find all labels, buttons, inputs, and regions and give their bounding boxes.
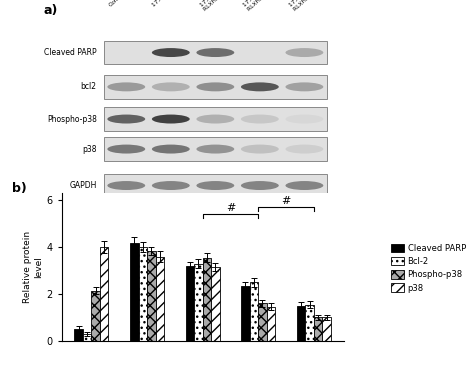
Bar	[138, 247, 147, 341]
Text: 177Lu- EDTMP: 177Lu- EDTMP	[152, 0, 186, 8]
Bar	[202, 258, 211, 341]
Ellipse shape	[241, 115, 279, 124]
Ellipse shape	[107, 144, 145, 154]
FancyBboxPatch shape	[104, 137, 327, 161]
Text: a): a)	[44, 4, 58, 17]
FancyBboxPatch shape	[104, 41, 327, 64]
Bar	[74, 329, 83, 341]
Ellipse shape	[152, 144, 190, 154]
Ellipse shape	[241, 144, 279, 154]
FancyBboxPatch shape	[104, 107, 327, 131]
Text: #: #	[282, 196, 291, 206]
Text: #: #	[226, 203, 235, 213]
Text: Phospho-p38: Phospho-p38	[47, 115, 97, 124]
Text: bcl2: bcl2	[81, 82, 97, 92]
Bar	[297, 306, 305, 341]
Text: 177 Lu- EDTMP +
RLXH2 (40 nM): 177 Lu- EDTMP + RLXH2 (40 nM)	[288, 0, 334, 12]
Bar	[83, 334, 91, 341]
Bar	[241, 286, 250, 341]
Ellipse shape	[285, 144, 323, 154]
Bar	[91, 291, 100, 341]
Bar	[211, 267, 219, 341]
FancyBboxPatch shape	[104, 75, 327, 99]
Ellipse shape	[196, 144, 234, 154]
Ellipse shape	[285, 48, 323, 57]
Text: b): b)	[12, 182, 27, 195]
Bar	[314, 318, 322, 341]
Ellipse shape	[107, 115, 145, 124]
Bar	[186, 266, 194, 341]
Bar	[305, 304, 314, 341]
Text: GAPDH: GAPDH	[69, 181, 97, 190]
Ellipse shape	[196, 48, 234, 57]
Bar	[147, 251, 155, 341]
Y-axis label: Relative protein
level: Relative protein level	[24, 231, 44, 303]
Bar	[258, 303, 267, 341]
Text: 177 Lu- EDTMP +
RLXH2 (30 nM): 177 Lu- EDTMP + RLXH2 (30 nM)	[243, 0, 288, 12]
Bar	[250, 282, 258, 341]
Ellipse shape	[196, 115, 234, 124]
Ellipse shape	[152, 48, 190, 57]
Ellipse shape	[152, 115, 190, 124]
Ellipse shape	[107, 82, 145, 92]
Bar	[267, 307, 275, 341]
Text: 177 Lu- EDTMP +
RLXH2 (20 nM): 177 Lu- EDTMP + RLXH2 (20 nM)	[199, 0, 244, 12]
FancyBboxPatch shape	[104, 174, 327, 197]
Ellipse shape	[241, 82, 279, 92]
Ellipse shape	[196, 181, 234, 190]
Ellipse shape	[285, 181, 323, 190]
Ellipse shape	[241, 181, 279, 190]
Text: Control: Control	[108, 0, 127, 8]
Text: Cleaved PARP: Cleaved PARP	[44, 48, 97, 57]
Ellipse shape	[152, 82, 190, 92]
Text: p38: p38	[82, 144, 97, 154]
Ellipse shape	[152, 181, 190, 190]
Ellipse shape	[285, 115, 323, 124]
Bar	[155, 257, 164, 341]
Ellipse shape	[285, 82, 323, 92]
Bar	[130, 242, 138, 341]
Bar	[100, 247, 109, 341]
Bar	[194, 264, 202, 341]
Bar	[322, 318, 331, 341]
Ellipse shape	[107, 181, 145, 190]
Legend: Cleaved PARP, Bcl-2, Phospho-p38, p38: Cleaved PARP, Bcl-2, Phospho-p38, p38	[389, 242, 467, 294]
Ellipse shape	[196, 82, 234, 92]
